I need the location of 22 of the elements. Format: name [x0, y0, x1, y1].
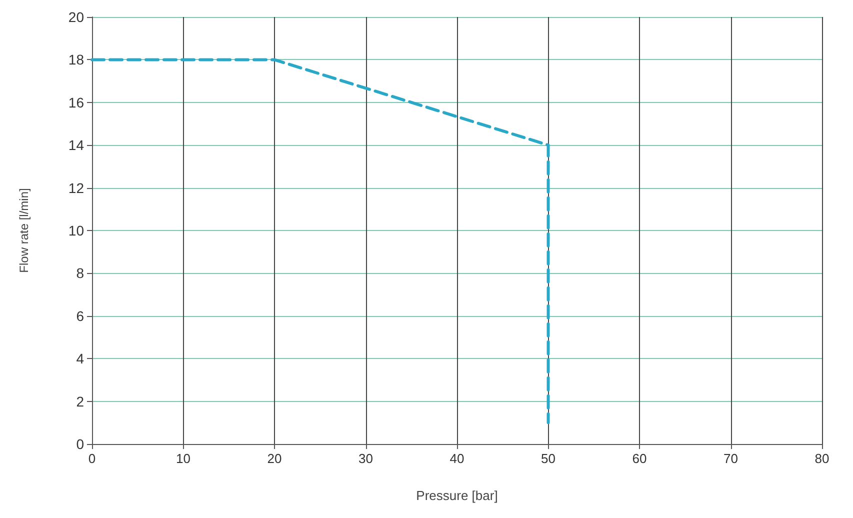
y-axis-title: Flow rate [l/min] — [17, 188, 31, 273]
y-tick-label: 2 — [76, 393, 84, 410]
x-tick-label: 70 — [724, 451, 738, 466]
x-tick-label: 10 — [176, 451, 190, 466]
x-tick-label: 20 — [267, 451, 282, 466]
x-tick-label: 80 — [814, 451, 830, 466]
y-tick-label: 6 — [76, 308, 84, 324]
y-tick-label: 4 — [76, 350, 84, 367]
y-tick-label: 20 — [68, 9, 84, 25]
y-tick-label: 10 — [68, 222, 84, 238]
y-tick-label: 0 — [76, 436, 84, 452]
y-tick-label: 16 — [68, 94, 84, 110]
y-tick-label: 18 — [68, 52, 84, 68]
x-tick-label: 50 — [541, 451, 556, 466]
x-axis-title: Pressure [bar] — [416, 488, 498, 503]
y-tick-label: 8 — [76, 265, 84, 282]
x-tick-label: 30 — [358, 451, 373, 466]
x-tick-label: 0 — [88, 451, 96, 466]
y-tick-label: 14 — [68, 137, 84, 154]
x-tick-label: 40 — [450, 451, 464, 466]
y-tick-label: 12 — [68, 180, 84, 196]
x-tick-label: 60 — [632, 451, 647, 466]
